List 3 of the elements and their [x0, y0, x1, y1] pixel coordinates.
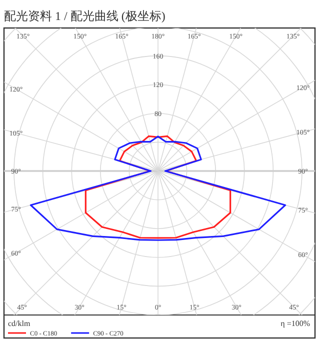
annotation: η =100%	[280, 319, 310, 328]
annotation: cd/klm	[8, 319, 30, 328]
title: 配光资料 1 / 配光曲线 (极坐标)	[4, 9, 166, 23]
